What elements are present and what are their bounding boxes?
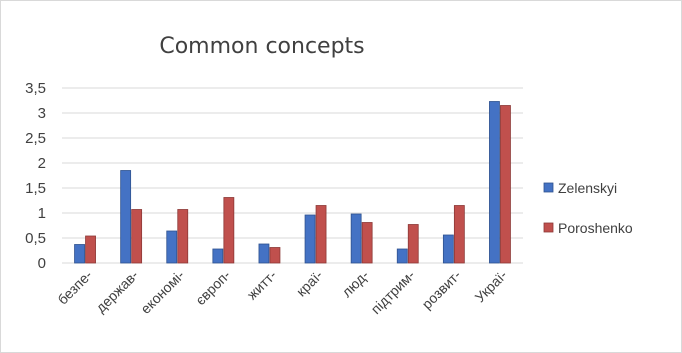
y-tick-label: 0 <box>38 255 46 272</box>
x-tick-label: безпе- <box>54 267 95 308</box>
x-tick-label: держав- <box>92 267 141 316</box>
bar-zelenskyi <box>74 244 85 264</box>
legend-label-zelenskyi: Zelenskyi <box>558 180 617 196</box>
x-tick-label: краї- <box>293 267 326 300</box>
bar-zelenskyi <box>350 213 362 264</box>
y-tick-label: 3 <box>38 105 46 122</box>
bar-poroshenko <box>407 224 419 264</box>
bar-zelenskyi <box>120 170 132 264</box>
bar-poroshenko <box>223 197 235 264</box>
bar-zelenskyi <box>396 248 408 264</box>
bar-poroshenko <box>315 205 327 264</box>
x-tick-label: житт- <box>244 267 280 303</box>
gridlines <box>62 87 523 264</box>
y-tick-label: 2 <box>38 155 46 172</box>
bar-zelenskyi <box>489 101 500 264</box>
x-tick-label: розвит- <box>419 267 465 313</box>
x-tick-label: європ- <box>192 267 234 309</box>
bar-zelenskyi <box>166 230 178 264</box>
bars <box>74 101 511 264</box>
y-tick-label: 2,5 <box>25 130 46 147</box>
bar-poroshenko <box>177 209 189 264</box>
bar-zelenskyi <box>304 214 316 264</box>
legend-label-poroshenko: Poroshenko <box>558 220 633 236</box>
bar-zelenskyi <box>442 234 454 264</box>
bar-poroshenko <box>361 222 373 264</box>
bar-poroshenko <box>131 209 143 264</box>
x-tick-label: підтрим- <box>368 267 419 318</box>
y-tick-label: 3,5 <box>25 80 46 97</box>
bar-poroshenko <box>85 235 96 264</box>
y-tick-label: 0,5 <box>25 230 46 247</box>
legend-swatch-zelenskyi <box>543 182 554 193</box>
y-tick-label: 1,5 <box>25 180 46 197</box>
bar-poroshenko <box>453 205 465 264</box>
chart-title: Common concepts <box>159 34 364 59</box>
bar-zelenskyi <box>258 243 270 264</box>
y-tick-label: 1 <box>38 205 46 222</box>
x-axis-labels: безпе-держав-економі-європ-житт-краї-люд… <box>54 267 510 318</box>
bar-poroshenko <box>500 105 511 264</box>
x-tick-label: люд- <box>338 267 372 301</box>
x-tick-label: Украї- <box>472 267 511 306</box>
y-axis-ticks: 0 0,5 1 1,5 2 2,5 3 3,5 <box>25 80 46 272</box>
x-tick-label: економі- <box>137 267 187 317</box>
legend-swatch-poroshenko <box>543 222 554 233</box>
bar-poroshenko <box>269 247 281 264</box>
bar-zelenskyi <box>212 248 224 264</box>
legend: Zelenskyi Poroshenko <box>543 180 633 236</box>
